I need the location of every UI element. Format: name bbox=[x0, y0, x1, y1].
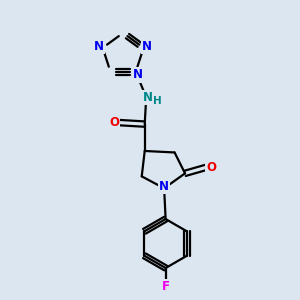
Text: O: O bbox=[109, 116, 119, 129]
Text: O: O bbox=[206, 161, 216, 174]
Text: N: N bbox=[143, 91, 153, 104]
Text: N: N bbox=[142, 40, 152, 53]
Text: F: F bbox=[162, 280, 170, 293]
Text: N: N bbox=[159, 180, 169, 193]
Text: H: H bbox=[153, 96, 162, 106]
Text: N: N bbox=[94, 40, 104, 53]
Text: N: N bbox=[133, 68, 143, 81]
